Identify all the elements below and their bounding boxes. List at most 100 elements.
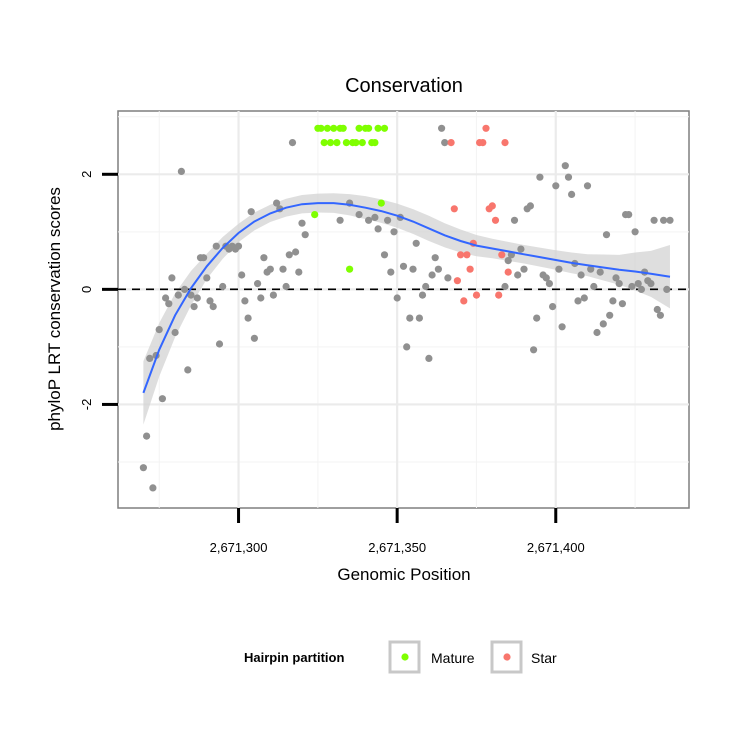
point-other <box>612 274 620 282</box>
point-other <box>583 182 592 190</box>
point-star <box>472 291 481 299</box>
point-other <box>561 162 569 170</box>
point-other <box>393 294 401 302</box>
point-other <box>599 320 607 328</box>
legend-label-mature: Mature <box>431 650 475 666</box>
point-other <box>526 202 535 210</box>
point-other <box>568 190 576 198</box>
point-other <box>549 303 557 311</box>
y-tick-label: -2 <box>79 399 94 411</box>
point-other <box>206 297 214 305</box>
point-other <box>403 343 411 351</box>
point-star <box>447 139 455 147</box>
point-other <box>434 265 442 273</box>
point-other <box>168 274 176 282</box>
point-other <box>387 268 395 276</box>
point-other <box>301 231 309 239</box>
point-other <box>650 216 658 224</box>
point-other <box>162 294 170 302</box>
chart-title: Conservation <box>345 75 463 97</box>
point-other <box>415 314 423 322</box>
point-star <box>457 251 465 259</box>
point-mature <box>333 139 341 147</box>
point-other <box>609 297 617 305</box>
point-other <box>418 291 427 299</box>
point-other <box>602 231 611 239</box>
point-other <box>625 211 633 219</box>
point-other <box>593 328 601 337</box>
point-other <box>174 291 182 299</box>
point-other <box>606 311 614 319</box>
point-mature <box>355 124 363 132</box>
legend: Hairpin partition Mature Star <box>244 640 557 674</box>
point-other <box>285 251 293 259</box>
point-mature <box>346 265 354 273</box>
point-star <box>479 139 487 147</box>
point-other <box>555 265 563 273</box>
point-other <box>577 271 585 279</box>
point-other <box>542 274 550 282</box>
point-other <box>250 334 258 342</box>
plot-panel <box>117 110 690 509</box>
point-other <box>634 280 642 288</box>
point-other <box>390 228 398 236</box>
point-other <box>444 274 452 282</box>
point-star <box>491 216 500 224</box>
point-other <box>422 282 430 291</box>
point-mature <box>342 139 350 147</box>
point-other <box>618 300 627 308</box>
y-axis-ticks: -2 0 2 <box>79 171 118 411</box>
point-other <box>637 285 646 293</box>
point-mature <box>330 124 338 132</box>
point-mature <box>358 139 366 147</box>
point-other <box>365 216 373 224</box>
point-mature <box>371 139 379 147</box>
smooth-confidence-band <box>143 193 670 425</box>
point-other <box>143 432 151 440</box>
point-mature <box>365 124 373 132</box>
point-other <box>292 248 300 256</box>
point-other <box>336 216 344 224</box>
point-star <box>498 251 506 259</box>
point-star <box>488 202 496 210</box>
point-mature <box>323 124 331 132</box>
point-other <box>269 291 277 299</box>
point-mature <box>352 139 360 147</box>
point-other <box>631 228 639 236</box>
point-other <box>536 173 544 181</box>
point-mature <box>377 199 385 207</box>
point-other <box>266 265 274 273</box>
point-other <box>181 285 189 293</box>
point-other <box>273 199 281 207</box>
point-mature <box>326 139 335 147</box>
point-other <box>203 274 211 282</box>
point-other <box>564 173 573 181</box>
point-other <box>384 216 392 224</box>
point-other <box>139 464 147 472</box>
point-other <box>184 366 192 374</box>
point-other <box>254 280 262 288</box>
point-other <box>533 314 541 322</box>
point-other <box>574 297 582 305</box>
point-other <box>653 305 661 314</box>
point-other <box>374 225 382 233</box>
point-mature <box>339 124 347 132</box>
x-axis-title: Genomic Position <box>337 565 470 584</box>
point-other <box>530 346 538 354</box>
point-other <box>596 268 604 276</box>
x-tick-label: 2,671,350 <box>368 540 426 555</box>
point-other <box>193 294 201 302</box>
point-other <box>282 282 290 291</box>
point-other <box>409 265 417 273</box>
y-tick-label: 2 <box>79 171 94 178</box>
y-tick-label: 0 <box>79 286 94 293</box>
point-mature <box>380 124 389 132</box>
point-other <box>260 254 268 262</box>
point-star <box>501 139 509 147</box>
point-other <box>212 242 220 250</box>
point-other <box>656 311 665 319</box>
point-star <box>460 297 468 305</box>
point-other <box>298 219 306 227</box>
point-other <box>660 216 668 224</box>
